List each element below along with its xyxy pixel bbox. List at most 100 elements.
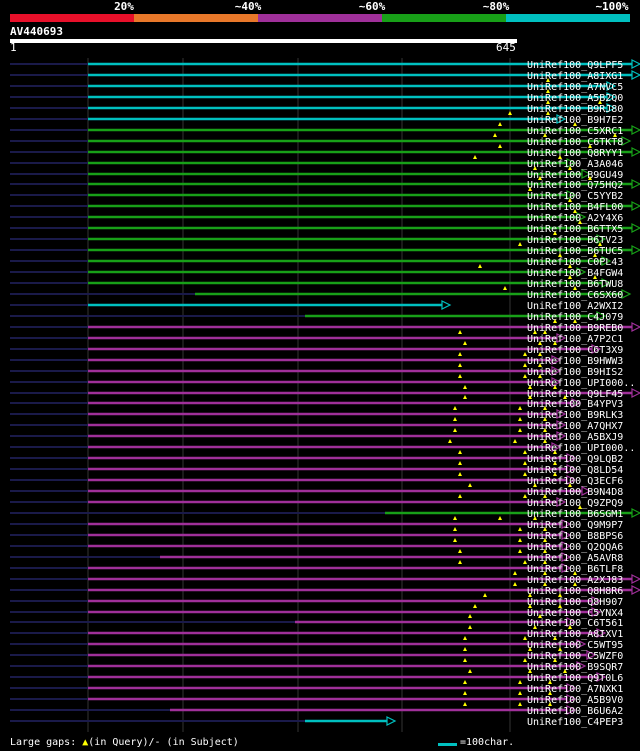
hit-label[interactable]: UniRef100_A5BXJ9 — [527, 432, 623, 443]
hit-label[interactable]: UniRef100_A2WXI2 — [527, 301, 623, 312]
hit-row[interactable]: UniRef100_UPI000.. — [10, 439, 635, 454]
hit-label[interactable]: UniRef100_B6TTX5 — [527, 224, 623, 235]
hit-label[interactable]: UniRef100_C5YYB2 — [527, 191, 623, 202]
hit-row[interactable]: UniRef100_C6T561 — [10, 614, 623, 629]
hit-row[interactable]: UniRef100_A5B9V0 — [10, 691, 623, 706]
hit-row[interactable]: UniRef100_C6SX60 — [10, 286, 632, 301]
hit-label[interactable]: UniRef100_B6TV23 — [527, 235, 623, 246]
hit-label[interactable]: UniRef100_Q8LD54 — [527, 465, 623, 476]
hit-label[interactable]: UniRef100_UPI000.. — [527, 378, 635, 389]
hit-label[interactable]: UniRef100_Q8H8R6 — [527, 586, 623, 597]
hit-label[interactable]: UniRef100_C5WZF0 — [527, 651, 623, 662]
hit-row[interactable]: UniRef100_A8IXG1 — [10, 70, 640, 82]
hit-row[interactable]: UniRef100_A7QHX7 — [10, 417, 623, 432]
hit-row[interactable]: UniRef100_A5AVR8 — [10, 549, 623, 564]
hit-row[interactable]: UniRef100_A2WXI2 — [10, 300, 623, 312]
hit-label[interactable]: UniRef100_C5XRC1 — [527, 126, 623, 137]
hit-row[interactable]: UniRef100_A5B2Q0 — [10, 89, 623, 104]
hit-label[interactable]: UniRef100_B9REB0 — [527, 323, 623, 334]
hit-row[interactable]: UniRef100_A7P2C1 — [10, 330, 623, 345]
hit-row[interactable]: UniRef100_A5BXJ9 — [10, 428, 623, 443]
hit-label[interactable]: UniRef100_B6TWU8 — [527, 279, 623, 290]
hit-label[interactable]: UniRef100_C6SX60 — [527, 290, 623, 301]
hit-label[interactable]: UniRef100_Q9LF45 — [527, 389, 623, 400]
hit-row[interactable]: UniRef100_B9SQR7 — [10, 658, 623, 673]
hit-row[interactable]: UniRef100_Q8RYY1 — [10, 144, 640, 159]
hit-row[interactable]: UniRef100_C6TKT8 — [10, 133, 632, 148]
hit-row[interactable]: UniRef100_Q9ZPQ9 — [10, 494, 623, 509]
hit-label[interactable]: UniRef100_Q9LQB2 — [527, 454, 623, 465]
hit-label[interactable]: UniRef100_B8BPS6 — [527, 531, 623, 542]
hit-row[interactable]: UniRef100_C5XRC1 — [10, 122, 640, 137]
hit-row[interactable]: UniRef100_B9GU49 — [10, 166, 623, 181]
hit-row[interactable]: UniRef100_B6TUC5 — [10, 242, 640, 257]
hit-label[interactable]: UniRef100_A5AVR8 — [527, 553, 623, 564]
hit-label[interactable]: UniRef100_B6SGM1 — [527, 509, 623, 520]
hit-label[interactable]: UniRef100_C4PEP3 — [527, 717, 623, 728]
hit-row[interactable]: UniRef100_C5WZF0 — [10, 647, 623, 662]
hit-label[interactable]: UniRef100_B9H7E2 — [527, 115, 623, 126]
hit-row[interactable]: UniRef100_B6TWU8 — [10, 275, 623, 290]
hit-label[interactable]: UniRef100_B9GU49 — [527, 170, 623, 181]
hit-label[interactable]: UniRef100_C6TKT8 — [527, 137, 623, 148]
hit-label[interactable]: UniRef100_Q9LPF5 — [527, 60, 623, 71]
hit-label[interactable]: UniRef100_Q8RYY1 — [527, 148, 623, 159]
hit-row[interactable]: UniRef100_B6TLF8 — [10, 560, 623, 575]
hit-label[interactable]: UniRef100_B9RJ80 — [527, 104, 623, 115]
hit-row[interactable]: UniRef100_Q3ECF6 — [10, 472, 623, 487]
hit-label[interactable]: UniRef100_A7P2C1 — [527, 334, 623, 345]
hit-row[interactable]: UniRef100_C5YNX4 — [10, 604, 623, 619]
hit-row[interactable]: UniRef100_Q9T0L6 — [10, 669, 623, 684]
hit-row[interactable]: UniRef100_B9RLK3 — [10, 406, 623, 421]
hit-row[interactable]: UniRef100_A7NVC5 — [10, 78, 623, 93]
hit-row[interactable]: UniRef100_UPI000.. — [10, 374, 635, 389]
hit-label[interactable]: UniRef100_B9SQR7 — [527, 662, 623, 673]
hit-label[interactable]: UniRef100_A7NVC5 — [527, 82, 623, 93]
hit-row[interactable]: UniRef100_Q75HQ2 — [10, 176, 640, 191]
hit-label[interactable]: UniRef100_A2XJ83 — [527, 575, 623, 586]
hit-row[interactable]: UniRef100_B9RJ80 — [10, 100, 623, 115]
hit-row[interactable]: UniRef100_Q9LQB2 — [10, 450, 623, 465]
hit-row[interactable]: UniRef100_B4YPV3 — [10, 395, 623, 410]
hit-row[interactable]: UniRef100_A7NXK1 — [10, 680, 623, 695]
hit-label[interactable]: UniRef100_C0PL43 — [527, 257, 623, 268]
hit-row[interactable]: UniRef100_B6SGM1 — [10, 505, 640, 520]
hit-row[interactable]: UniRef100_B4FGW4 — [10, 264, 623, 279]
hit-row[interactable]: UniRef100_Q9M9P7 — [10, 516, 623, 531]
hit-label[interactable]: UniRef100_A7NXK1 — [527, 684, 623, 695]
hit-row[interactable]: UniRef100_B6TV23 — [10, 231, 623, 246]
hit-label[interactable]: UniRef100_A8IXV1 — [527, 629, 623, 640]
hit-row[interactable]: UniRef100_B6U6A2 — [10, 702, 623, 717]
hit-label[interactable]: UniRef100_Q9M9P7 — [527, 520, 623, 531]
hit-label[interactable]: UniRef100_C5YNX4 — [527, 608, 623, 619]
hit-label[interactable]: UniRef100_B6TLF8 — [527, 564, 623, 575]
hit-label[interactable]: UniRef100_A5B9V0 — [527, 695, 623, 706]
hit-label[interactable]: UniRef100_UPI000.. — [527, 443, 635, 454]
hit-label[interactable]: UniRef100_B9RLK3 — [527, 410, 623, 421]
hit-row[interactable]: UniRef100_Q8H907 — [10, 593, 623, 608]
hit-row[interactable]: UniRef100_B9H7E2 — [10, 111, 623, 126]
hit-row[interactable]: UniRef100_C4J079 — [10, 311, 623, 323]
hit-label[interactable]: UniRef100_A3A046 — [527, 159, 623, 170]
hit-label[interactable]: UniRef100_A2Y4X6 — [527, 213, 623, 224]
hit-label[interactable]: UniRef100_Q9T0L6 — [527, 673, 623, 684]
hit-row[interactable]: UniRef100_C6T3X9 — [10, 341, 623, 356]
hit-row[interactable]: UniRef100_Q2QQA6 — [10, 538, 623, 553]
hit-row[interactable]: UniRef100_C5YYB2 — [10, 187, 623, 202]
hit-row[interactable]: UniRef100_C0PL43 — [10, 253, 623, 268]
hit-row[interactable]: UniRef100_B9REB0 — [10, 319, 640, 334]
hit-label[interactable]: UniRef100_C5WT95 — [527, 640, 623, 651]
hit-row[interactable]: UniRef100_C5WT95 — [10, 636, 623, 651]
hit-label[interactable]: UniRef100_C6T3X9 — [527, 345, 623, 356]
hit-row[interactable]: UniRef100_Q9LF45 — [10, 385, 640, 400]
hit-label[interactable]: UniRef100_Q9ZPQ9 — [527, 498, 623, 509]
hit-label[interactable]: UniRef100_B6U6A2 — [527, 706, 623, 717]
hit-row[interactable]: UniRef100_C4PEP3 — [10, 716, 623, 728]
hit-label[interactable]: UniRef100_B9HWW3 — [527, 356, 623, 367]
hit-label[interactable]: UniRef100_A8IXG1 — [527, 71, 623, 82]
hit-row[interactable]: UniRef100_B6TTX5 — [10, 220, 640, 235]
hit-label[interactable]: UniRef100_Q2QQA6 — [527, 542, 623, 553]
hit-label[interactable]: UniRef100_C6T561 — [527, 618, 623, 629]
hit-row[interactable]: UniRef100_Q8H8R6 — [10, 582, 640, 597]
hit-label[interactable]: UniRef100_Q75HQ2 — [527, 180, 623, 191]
